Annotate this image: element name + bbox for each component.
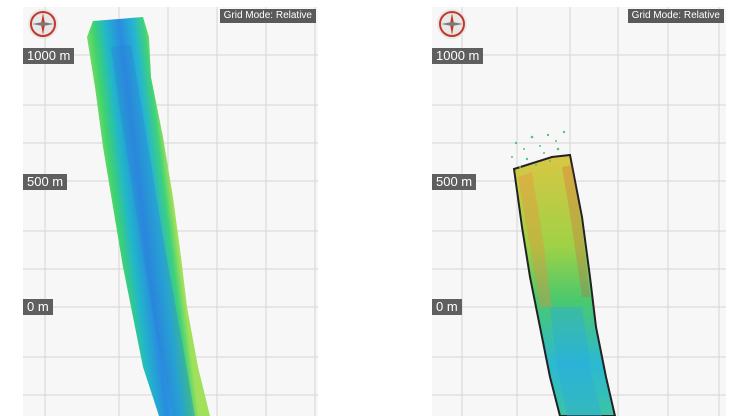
compass-rose-icon[interactable] <box>437 9 467 39</box>
axis-label-0m: 0 m <box>23 299 53 315</box>
axis-label-1000m: 1000 m <box>23 48 75 64</box>
grid-mode-badge: Grid Mode: Relative <box>627 9 724 23</box>
sparse-points-right <box>511 130 566 168</box>
axis-label-500m: 500 m <box>432 174 477 190</box>
point-cloud-scene-left <box>23 7 318 416</box>
viewport-right[interactable]: Grid Mode: Relative 1000 m 500 m 0 m <box>432 7 726 416</box>
viewport-left[interactable]: Grid Mode: Relative 1000 m 500 m 0 m <box>23 7 318 416</box>
axis-label-0m: 0 m <box>432 299 462 315</box>
grid-mode-badge: Grid Mode: Relative <box>219 9 316 23</box>
seafloor-swath-left <box>87 17 210 416</box>
seafloor-swath-right <box>512 153 617 416</box>
point-cloud-scene-right <box>432 7 726 416</box>
compass-rose-icon[interactable] <box>28 9 58 39</box>
axis-label-500m: 500 m <box>23 174 68 190</box>
axis-label-1000m: 1000 m <box>432 48 484 64</box>
